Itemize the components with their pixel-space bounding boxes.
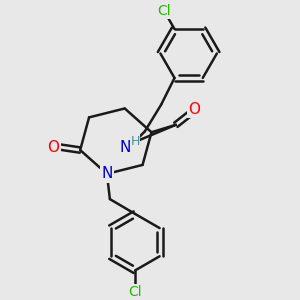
- Text: H: H: [130, 135, 140, 148]
- Text: Cl: Cl: [128, 285, 142, 299]
- Text: Cl: Cl: [157, 4, 171, 18]
- Text: O: O: [47, 140, 59, 154]
- Text: N: N: [101, 166, 112, 181]
- Text: N: N: [119, 140, 130, 155]
- Text: O: O: [189, 102, 201, 117]
